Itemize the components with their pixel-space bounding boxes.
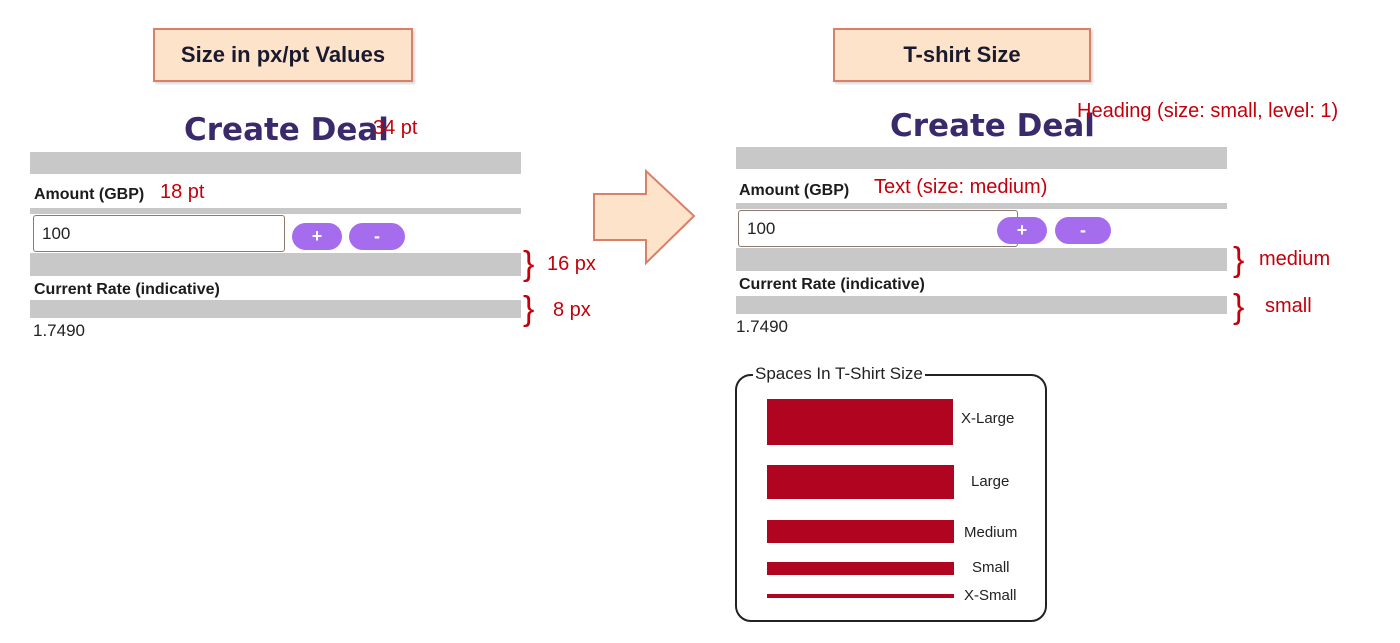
right-spacer-thin [736,203,1227,209]
right-amount-input[interactable]: 100 [738,210,1018,247]
legend-bar-xsmall [767,594,954,598]
left-spacer-thin [30,208,521,214]
right-spacer-medium [736,248,1227,271]
left-8px-annotation: 8 px [553,299,591,321]
legend-bar-medium [767,520,954,543]
right-brace-small: } [1233,288,1245,326]
right-create-deal-heading: Create Deal [890,108,1095,144]
left-brace-16px: } [523,245,535,283]
right-medium-annotation: medium [1259,248,1331,270]
left-minus-button[interactable]: - [349,223,405,250]
legend-label-xlarge: X-Large [961,410,1015,427]
legend-bar-small [767,562,954,575]
left-amount-size-annotation: 18 pt [160,181,205,203]
right-minus-button[interactable]: - [1055,217,1111,244]
left-amount-input[interactable]: 100 [33,215,285,252]
right-small-annotation: small [1265,295,1312,317]
right-panel-title: T-shirt Size [833,28,1091,82]
left-create-deal-heading: Create Deal [184,112,389,148]
right-plus-button[interactable]: + [997,217,1047,244]
legend-bar-xlarge [767,399,953,445]
left-spacer-16px [30,253,521,276]
left-spacer-8px [30,300,521,318]
right-rate-value: 1.7490 [736,317,788,336]
left-panel-title: Size in px/pt Values [153,28,413,82]
left-plus-button[interactable]: + [292,223,342,250]
right-brace-medium: } [1233,241,1245,279]
right-arrow-icon [593,168,696,266]
legend-label-xsmall: X-Small [964,587,1017,604]
legend-bar-large [767,465,954,499]
left-rate-label: Current Rate (indicative) [34,281,220,298]
right-rate-label: Current Rate (indicative) [739,276,925,293]
legend-label-large: Large [971,473,1010,490]
right-spacer-top [736,147,1227,169]
right-amount-size-annotation: Text (size: medium) [874,176,1048,198]
right-amount-label: Amount (GBP) [739,182,850,199]
legend-label-small: Small [972,559,1010,576]
left-heading-size-annotation: 34 pt [373,117,418,139]
left-16px-annotation: 16 px [547,253,596,275]
right-heading-size-annotation: Heading (size: small, level: 1) [1077,100,1339,122]
left-rate-value: 1.7490 [33,321,85,340]
right-spacer-small [736,296,1227,314]
legend-title: Spaces In T-Shirt Size [753,364,925,384]
left-amount-label: Amount (GBP) [34,186,145,203]
legend-label-medium: Medium [964,524,1018,541]
left-spacer-top [30,152,521,174]
left-brace-8px: } [523,290,535,328]
